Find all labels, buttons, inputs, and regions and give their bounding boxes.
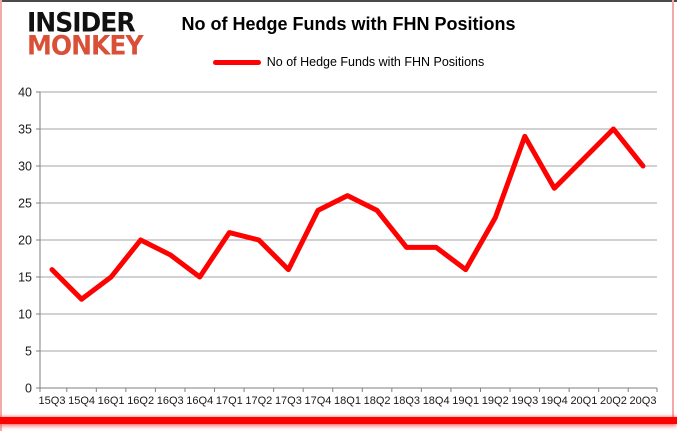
svg-text:30: 30: [18, 160, 32, 174]
svg-text:5: 5: [25, 345, 32, 359]
legend-label: No of Hedge Funds with FHN Positions: [266, 55, 485, 69]
svg-text:20Q1: 20Q1: [570, 395, 597, 407]
svg-text:35: 35: [18, 123, 32, 137]
logo-line-monkey: MONKEY: [27, 30, 144, 61]
svg-text:20Q2: 20Q2: [600, 395, 627, 407]
svg-text:18Q2: 18Q2: [364, 395, 391, 407]
svg-text:19Q3: 19Q3: [511, 395, 538, 407]
svg-text:10: 10: [18, 308, 32, 322]
svg-text:0: 0: [25, 382, 32, 396]
gridlines: [40, 91, 657, 352]
svg-text:19Q1: 19Q1: [452, 395, 479, 407]
left-border: [0, 0, 2, 431]
svg-text:15Q3: 15Q3: [39, 395, 66, 407]
x-axis-ticks: [39, 388, 658, 392]
svg-text:16Q4: 16Q4: [186, 395, 213, 407]
svg-text:16Q2: 16Q2: [127, 395, 154, 407]
svg-text:25: 25: [18, 197, 32, 211]
chart-title: No of Hedge Funds with FHN Positions: [181, 14, 516, 34]
logo-line-insider: INSIDER: [27, 7, 136, 38]
right-border: [672, 0, 674, 418]
insider-monkey-logo: INSIDER MONKEY: [27, 7, 144, 61]
legend: No of Hedge Funds with FHN Positions: [40, 54, 657, 70]
svg-text:20Q3: 20Q3: [630, 395, 657, 407]
y-axis-ticks: [36, 91, 40, 389]
svg-text:17Q2: 17Q2: [245, 395, 272, 407]
series-line: [49, 126, 646, 302]
top-border: [0, 0, 677, 2]
y-axis-labels: 0 5 10 15 20 25 30 35 40: [18, 86, 32, 396]
svg-text:18Q1: 18Q1: [334, 395, 361, 407]
svg-text:17Q1: 17Q1: [216, 395, 243, 407]
svg-text:15Q4: 15Q4: [68, 395, 95, 407]
svg-text:40: 40: [18, 86, 32, 100]
svg-text:19Q2: 19Q2: [482, 395, 509, 407]
svg-text:15: 15: [18, 271, 32, 285]
svg-text:17Q4: 17Q4: [304, 395, 331, 407]
bottom-accent-bar: [0, 417, 677, 424]
svg-text:18Q3: 18Q3: [393, 395, 420, 407]
svg-text:17Q3: 17Q3: [275, 395, 302, 407]
svg-text:18Q4: 18Q4: [423, 395, 450, 407]
svg-text:16Q3: 16Q3: [157, 395, 184, 407]
svg-text:16Q1: 16Q1: [98, 395, 125, 407]
svg-text:19Q4: 19Q4: [541, 395, 568, 407]
legend-line-swatch: [212, 59, 261, 65]
x-axis-labels: 15Q3 15Q4 16Q1 16Q2 16Q3 16Q4 17Q1 17Q2 17Q3 17Q4…: [39, 395, 657, 407]
svg-text:20: 20: [18, 234, 32, 248]
